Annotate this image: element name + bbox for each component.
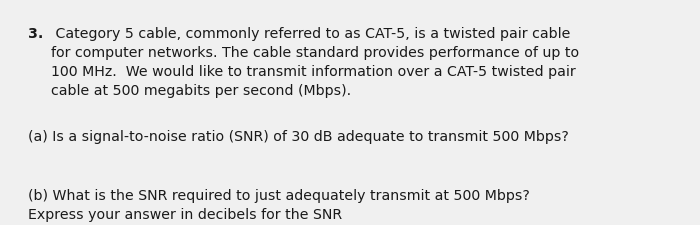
Text: (b) What is the SNR required to just adequately transmit at 500 Mbps?
Express yo: (b) What is the SNR required to just ade…	[28, 189, 530, 222]
Text: Category 5 cable, commonly referred to as CAT-5, is a twisted pair cable
for com: Category 5 cable, commonly referred to a…	[51, 27, 579, 98]
Text: (a) Is a signal-to-noise ratio (SNR) of 30 dB adequate to transmit 500 Mbps?: (a) Is a signal-to-noise ratio (SNR) of …	[28, 130, 569, 144]
Text: 3.: 3.	[28, 27, 43, 41]
